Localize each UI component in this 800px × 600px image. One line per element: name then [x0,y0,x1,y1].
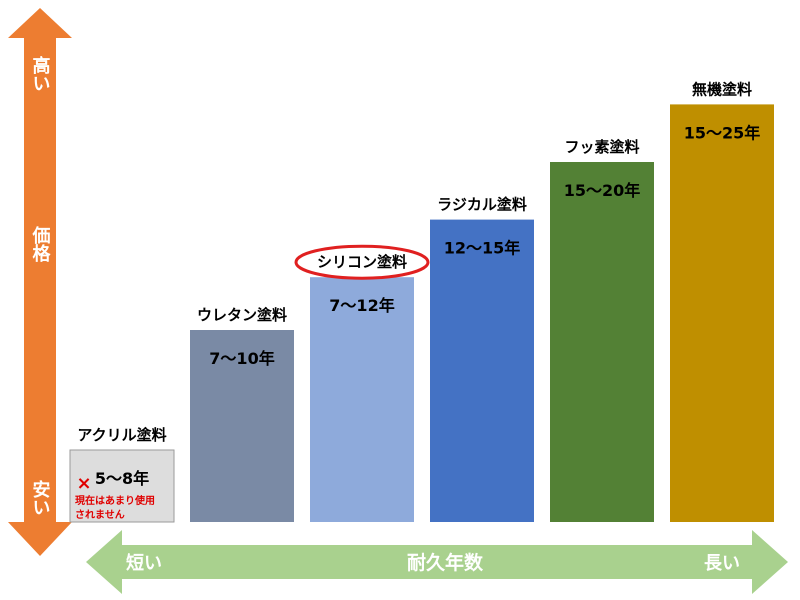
durability-axis-right-label: 長い [704,553,740,574]
price-axis-top-label: 高い [30,55,51,92]
bar-category-label: 無機塗料 [692,80,752,98]
bar-3 [310,277,414,522]
bar-category-label: アクリル塗料 [77,426,166,444]
durability-axis-arrow [86,530,788,594]
bar-category-label: ウレタン塗料 [197,306,287,324]
bar-value-label: 7〜10年 [209,349,274,368]
bars-group: アクリル塗料 5〜8年 ウレタン塗料 7〜10年 シリコン塗料 7〜12年 ラジカル塗料 12… [69,80,774,523]
not-recommended-mark: × [76,473,91,494]
note-line-2: されません [75,509,125,521]
durability-axis-title: 耐久年数 [407,551,484,574]
price-axis-arrow [8,8,72,556]
bar-value-label: 7〜12年 [329,296,394,315]
bar-category-label: ラジカル塗料 [437,196,527,214]
price-axis-title: 価格 [30,225,52,263]
bar-value-label: 15〜25年 [684,123,761,142]
durability-axis-left-label: 短い [126,552,162,574]
bar-value-label: 15〜20年 [564,181,641,200]
bar-2 [190,330,294,522]
bar-value-label: 12〜15年 [444,239,521,258]
bar-1 [69,449,175,523]
bar-value-label: 5〜8年 [95,469,149,488]
highlight-circle [294,244,430,280]
bar-5 [550,162,654,522]
bar-category-label: フッ素塗料 [564,138,639,156]
price-axis-bottom-label: 安い [30,479,51,516]
bar-6 [670,104,774,523]
note-line-1: 現在はあまり使用 [75,494,155,507]
bar-category-label: シリコン塗料 [317,253,407,271]
bar-4 [430,219,534,522]
